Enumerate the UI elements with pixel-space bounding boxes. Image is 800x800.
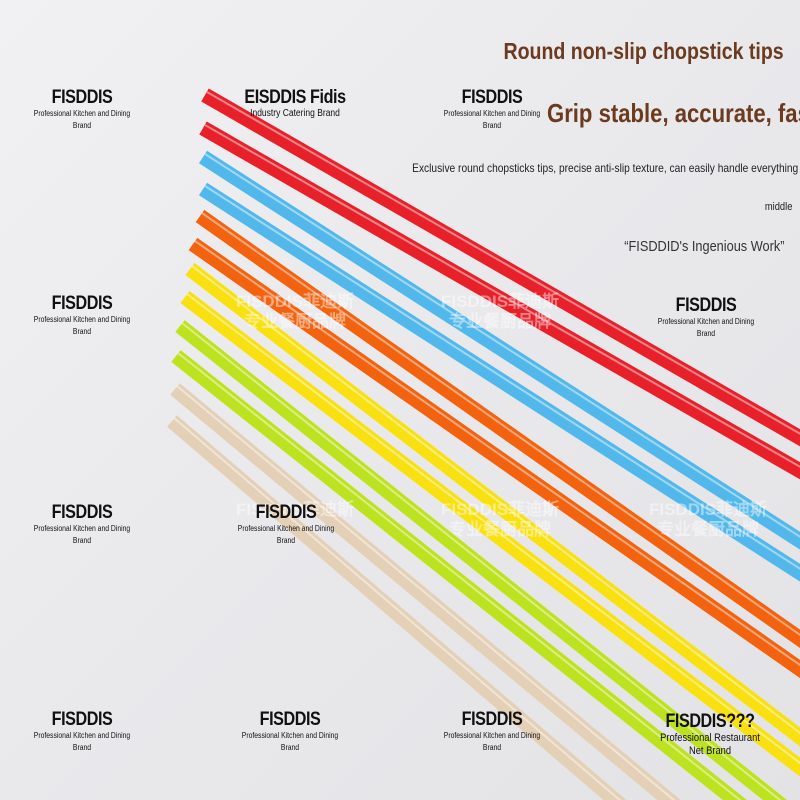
wm-cn-1: FISDDIS菲迪斯 xyxy=(440,500,560,519)
chopstick-highlight xyxy=(194,240,800,667)
watermark-logo: FISDDIS Professional Kitchen and Dining Br… xyxy=(432,88,552,132)
chopstick xyxy=(198,182,800,582)
description: Exclusive round chopsticks tips, precise… xyxy=(411,161,798,175)
watermark-logo: FISDDIS Professional Kitchen and Dining Br… xyxy=(22,503,142,547)
watermark-title: FISDDIS xyxy=(51,709,113,730)
wm-cn-2: 专业餐厨品牌 xyxy=(657,520,759,539)
brand-br-title: FISDDIS??? xyxy=(665,711,755,732)
chopstick-highlight xyxy=(204,153,800,538)
chopstick xyxy=(180,291,800,777)
watermark-cn: FISDDIS菲迪斯 专业餐厨品牌 xyxy=(628,500,788,540)
watermark-logo: FISDDIS Professional Kitchen and Dining Br… xyxy=(432,710,552,754)
brand-top-title: EISDDIS Fidis xyxy=(244,87,346,108)
watermark-line2: Brand xyxy=(72,743,92,752)
chopstick-highlight xyxy=(204,185,800,570)
chopstick xyxy=(185,263,800,747)
watermark-title: FISDDIS xyxy=(259,709,321,730)
watermark-logo: FISDDIS Professional Kitchen and Dining Br… xyxy=(646,296,766,340)
watermark-cn: FISDDIS菲迪斯 xyxy=(215,500,375,520)
watermark-cn: FISDDIS菲迪斯 专业餐厨品牌 xyxy=(420,292,580,332)
watermark-line1: Professional Kitchen and Dining xyxy=(33,524,131,533)
watermark-line1: Professional Kitchen and Dining xyxy=(443,109,541,118)
watermark-line2: Brand xyxy=(280,743,300,752)
watermark-line2: Brand xyxy=(72,536,92,545)
wm-cn-2: 专业餐厨品牌 xyxy=(244,312,346,331)
watermark-line1: Professional Kitchen and Dining xyxy=(33,109,131,118)
watermark-line1: Professional Kitchen and Dining xyxy=(657,317,755,326)
brand-top: EISDDIS Fidis Industry Catering Brand xyxy=(235,88,355,120)
chopstick-highlight xyxy=(191,265,800,735)
watermark-logo: FISDDIS Professional Kitchen and Dining Br… xyxy=(22,710,142,754)
chopstick xyxy=(188,237,800,679)
watermark-logo: FISDDIS Professional Kitchen and Dining Br… xyxy=(22,294,142,338)
watermark-line2: Brand xyxy=(72,121,92,130)
chopstick xyxy=(171,350,747,800)
watermark-line1: Professional Kitchen and Dining xyxy=(443,731,541,740)
description-cont: middle xyxy=(764,201,792,213)
watermark-line1: Professional Kitchen and Dining xyxy=(241,731,339,740)
watermark-title: FISDDIS xyxy=(461,709,523,730)
watermark-title: FISDDIS xyxy=(51,293,113,314)
watermark-line2: Brand xyxy=(482,121,502,130)
watermark-title: FISDDIS xyxy=(675,295,737,316)
chopstick-highlight xyxy=(181,322,782,800)
wm-cn-1: FISDDIS菲迪斯 xyxy=(440,292,560,311)
chopstick-highlight xyxy=(177,352,742,800)
chopstick-highlight xyxy=(204,124,800,468)
chopstick xyxy=(199,121,800,480)
watermark-line1: Professional Kitchen and Dining xyxy=(33,315,131,324)
wm-cn-1: FISDDIS菲迪斯 xyxy=(235,500,355,519)
quote: “FISDDID's Ingenious Work” xyxy=(623,238,784,255)
chopstick xyxy=(198,150,800,550)
chopstick-highlight xyxy=(201,212,800,637)
brand-bottom-right: FISDDIS??? Professional Restaurant Net B… xyxy=(650,712,770,758)
chopstick-highlight xyxy=(206,91,800,435)
wm-cn-1: FISDDIS菲迪斯 xyxy=(648,500,768,519)
watermark-title: FISDDIS xyxy=(51,502,113,523)
chopstick xyxy=(195,209,800,649)
wm-cn-2: 专业餐厨品牌 xyxy=(449,520,551,539)
chopstick-highlight xyxy=(186,293,800,765)
wm-cn-2: 专业餐厨品牌 xyxy=(449,312,551,331)
watermark-title: FISDDIS xyxy=(51,87,113,108)
chopstick-highlight xyxy=(176,385,676,800)
chopstick xyxy=(175,320,787,800)
chopstick xyxy=(201,88,800,447)
subheadline: Grip stable, accurate, fast xyxy=(547,98,800,128)
watermark-logo: FISDDIS Professional Kitchen and Dining Br… xyxy=(22,88,142,132)
watermark-line2: Brand xyxy=(482,743,502,752)
watermark-line2: Brand xyxy=(276,536,296,545)
watermark-line1: Professional Kitchen and Dining xyxy=(33,731,131,740)
chopstick-highlight xyxy=(173,417,622,800)
watermark-cn: FISDDIS菲迪斯 专业餐厨品牌 xyxy=(215,292,375,332)
chopstick xyxy=(167,415,627,800)
brand-top-subtitle: Industry Catering Brand xyxy=(250,108,340,119)
chopstick xyxy=(170,383,681,800)
watermark-title: FISDDIS xyxy=(461,87,523,108)
wm-cn-1: FISDDIS菲迪斯 xyxy=(235,292,355,311)
watermark-title: FISDDIS xyxy=(255,502,317,523)
brand-br-subtitle: Professional Restaurant Net Brand xyxy=(660,732,760,757)
watermark-line2: Brand xyxy=(72,327,92,336)
headline: Round non-slip chopstick tips xyxy=(503,38,784,64)
watermark-logo: FISDDIS Professional Kitchen and Dining Br… xyxy=(226,503,346,547)
watermark-cn: FISDDIS菲迪斯 专业餐厨品牌 xyxy=(420,500,580,540)
watermark-line2: Brand xyxy=(696,329,716,338)
watermark-logo: FISDDIS Professional Kitchen and Dining Br… xyxy=(230,710,350,754)
watermark-line1: Professional Kitchen and Dining xyxy=(237,524,335,533)
